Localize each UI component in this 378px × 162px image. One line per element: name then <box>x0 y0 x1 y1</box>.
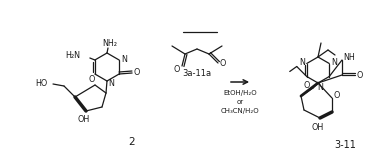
Text: O: O <box>134 68 140 77</box>
Text: 3-11: 3-11 <box>334 140 356 150</box>
Text: O: O <box>334 92 340 100</box>
Text: N: N <box>108 80 114 88</box>
Text: O: O <box>174 64 180 74</box>
Text: or: or <box>236 99 243 105</box>
Text: N: N <box>299 58 305 67</box>
Text: O: O <box>220 59 226 69</box>
Text: O: O <box>304 81 310 91</box>
Text: EtOH/H₂O: EtOH/H₂O <box>223 90 257 96</box>
Text: O: O <box>357 70 363 80</box>
Text: NH: NH <box>343 53 355 63</box>
Text: OH: OH <box>78 115 90 123</box>
Text: N: N <box>332 58 337 67</box>
Text: N: N <box>317 83 323 93</box>
Text: O: O <box>89 75 95 85</box>
Text: NH₂: NH₂ <box>102 40 118 48</box>
Text: 3a-11a: 3a-11a <box>183 69 212 79</box>
Text: N: N <box>121 54 127 64</box>
Text: CH₃CN/H₂O: CH₃CN/H₂O <box>221 108 259 114</box>
Text: 2: 2 <box>129 137 135 147</box>
Text: H₂N: H₂N <box>65 51 80 59</box>
Text: HO: HO <box>35 79 47 87</box>
Text: OH: OH <box>312 122 324 132</box>
